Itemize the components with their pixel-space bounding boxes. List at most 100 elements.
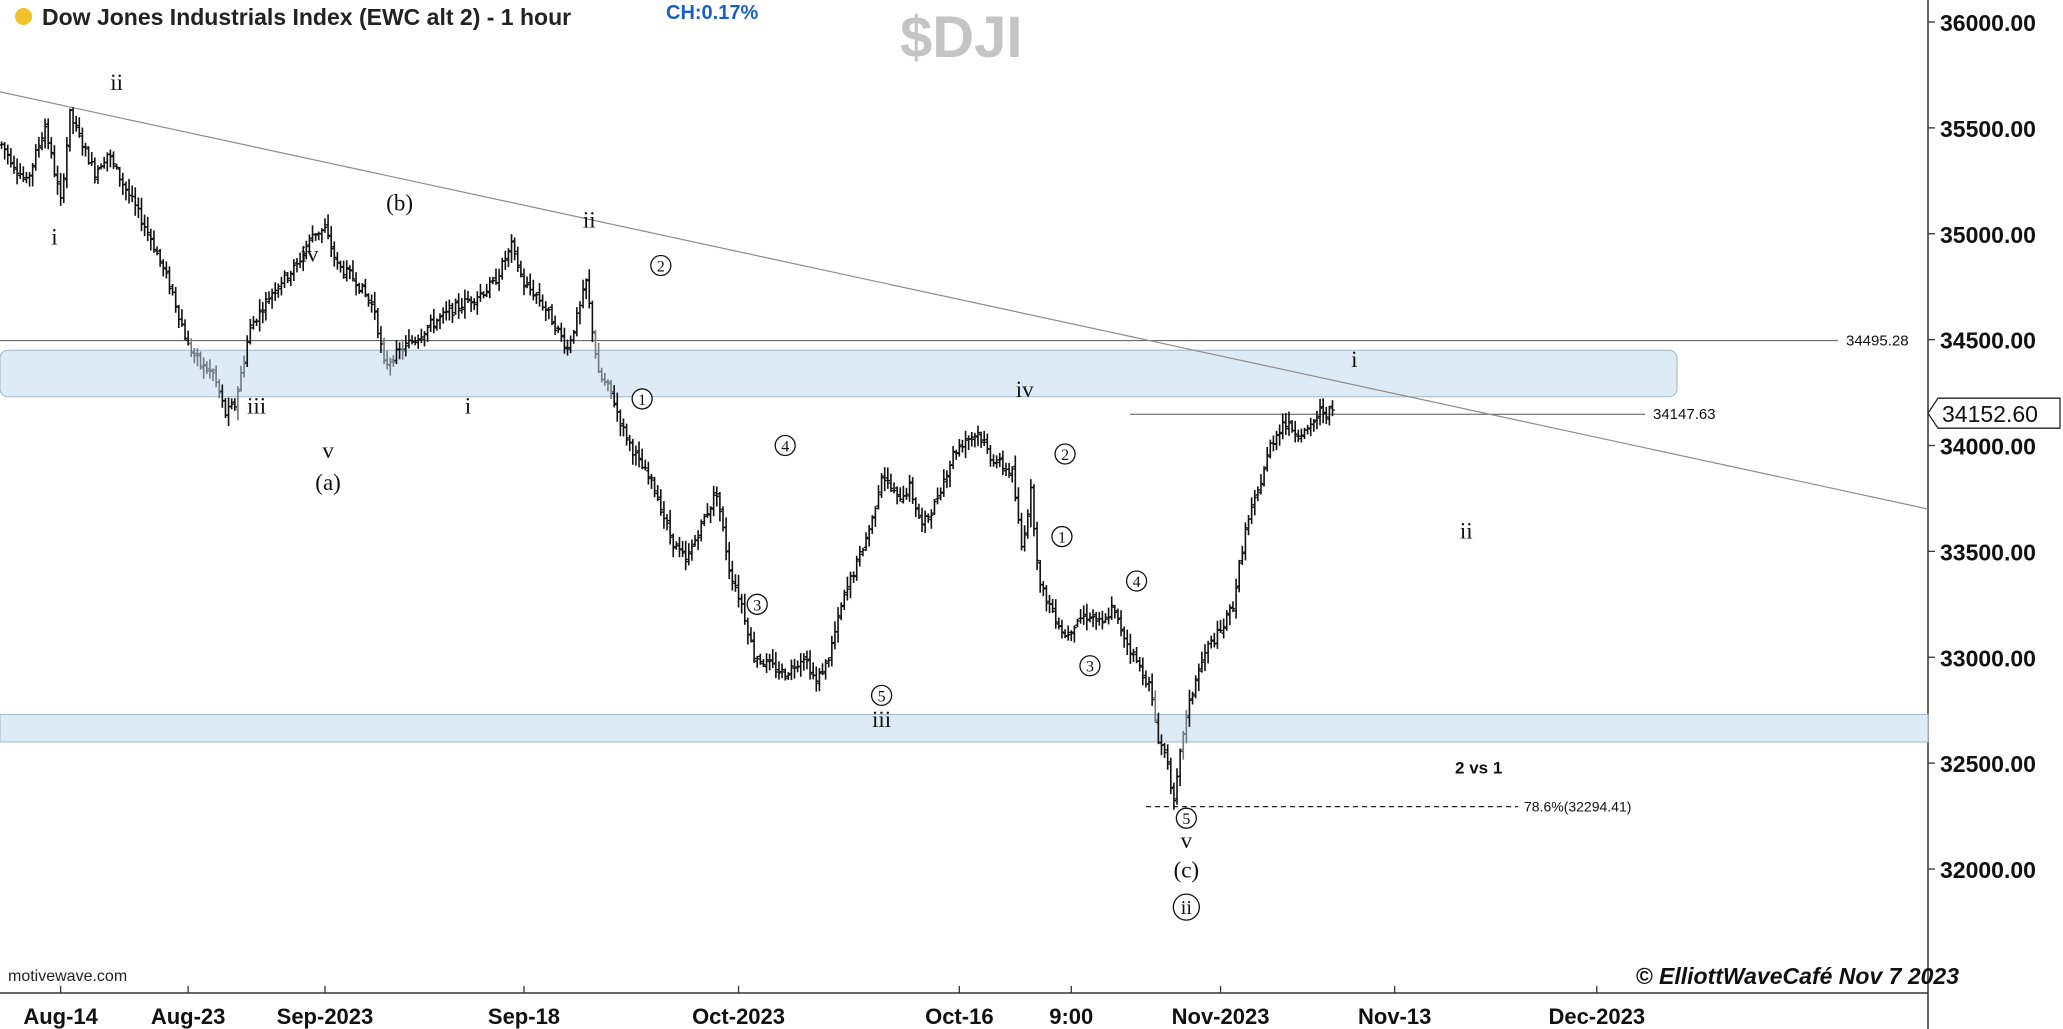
- ohlc-bar: [689, 539, 695, 561]
- wave-label: 1: [638, 392, 646, 409]
- ohlc-bar: [531, 279, 536, 301]
- ohlc-bar: [472, 298, 477, 311]
- ohlc-bar: [546, 307, 552, 320]
- x-axis-tick-label: Sep-18: [488, 1004, 560, 1029]
- ohlc-bar: [400, 339, 405, 360]
- ohlc-bar: [801, 653, 807, 671]
- ohlc-bar: [842, 589, 847, 611]
- wave-label-circle: [1054, 443, 1076, 465]
- ohlc-bar: [189, 338, 194, 357]
- ohlc-bar: [468, 296, 474, 313]
- ohlc-bar: [1174, 768, 1180, 805]
- support-resistance-zone: [0, 349, 1678, 398]
- ohlc-bar: [14, 158, 20, 185]
- ohlc-bar: [1240, 545, 1245, 566]
- ohlc-bar: [1187, 689, 1192, 727]
- ohlc-bar: [170, 283, 175, 296]
- ohlc-bar: [916, 503, 922, 519]
- x-axis-tick-label: Sep-2023: [277, 1004, 374, 1029]
- wave-label: 5: [1182, 811, 1190, 828]
- ohlc-bar: [282, 270, 287, 289]
- ohlc-bar: [667, 509, 673, 545]
- ohlc-bar: [1218, 619, 1223, 633]
- support-resistance-zone: [0, 713, 1929, 743]
- ohlc-bar: [677, 536, 682, 558]
- ohlc-bar: [733, 574, 738, 592]
- ohlc-bar: [745, 617, 751, 645]
- wave-label: (c): [1174, 857, 1200, 882]
- wave-label: 2: [657, 259, 665, 276]
- ohlc-bar: [559, 322, 564, 342]
- price-level-label: 34147.63: [1653, 406, 1716, 423]
- y-axis-tick-label: 34500.00: [1940, 328, 2036, 354]
- ohlc-bar: [742, 593, 747, 625]
- ohlc-bar: [630, 438, 636, 465]
- ohlc-bar: [217, 379, 222, 399]
- ohlc-bar: [1069, 630, 1074, 642]
- status-dot-icon: [15, 8, 32, 25]
- ohlc-bar: [416, 334, 421, 349]
- ohlc-bar: [1286, 411, 1292, 436]
- ohlc-bar: [1317, 398, 1323, 426]
- ohlc-bar: [182, 319, 188, 341]
- ohlc-bar: [33, 144, 38, 171]
- ohlc-bar: [1202, 644, 1208, 672]
- ohlc-bar: [1050, 598, 1055, 614]
- ohlc-bar: [860, 547, 866, 557]
- ohlc-bar: [894, 486, 900, 505]
- ohlc-bar: [1037, 560, 1043, 593]
- ohlc-bar: [1019, 512, 1024, 551]
- ohlc-bar: [21, 166, 26, 183]
- ohlc-bar: [73, 115, 79, 132]
- wave-label-circle: [631, 388, 653, 410]
- ohlc-bar: [226, 397, 231, 427]
- ohlc-bar: [767, 653, 772, 671]
- ohlc-bar: [157, 248, 163, 267]
- wave-label-circle: [1079, 655, 1101, 677]
- ohlc-bar: [714, 486, 719, 507]
- ohlc-bar: [1209, 635, 1214, 649]
- ohlc-bar: [114, 163, 119, 170]
- ohlc-bar: [664, 514, 670, 531]
- ohlc-bar: [1168, 757, 1173, 795]
- ohlc-bar: [2, 142, 7, 160]
- ohlc-bar: [838, 602, 844, 621]
- ohlc-bar: [649, 473, 654, 489]
- ohlc-bar: [583, 278, 589, 300]
- ohlc-bar: [1233, 578, 1239, 619]
- x-axis-tick-label: Dec-2023: [1548, 1004, 1645, 1029]
- ohlc-bar: [232, 398, 237, 411]
- ohlc-bar: [360, 283, 365, 294]
- ohlc-bar: [565, 339, 570, 356]
- ohlc-bar: [683, 540, 688, 571]
- wave-label: (a): [315, 470, 341, 495]
- y-axis-tick-label: 33000.00: [1940, 645, 2036, 671]
- ohlc-bar: [422, 331, 427, 347]
- ohlc-bar: [1292, 420, 1298, 443]
- ohlc-bar: [207, 359, 213, 379]
- ohlc-bar: [817, 668, 822, 692]
- wave-label: i: [51, 224, 57, 249]
- ohlc-bar: [972, 432, 978, 448]
- ohlc-bar: [335, 252, 340, 270]
- ohlc-bar: [39, 132, 45, 151]
- ohlc-bar: [524, 276, 530, 289]
- ohlc-bar: [1090, 609, 1096, 628]
- ohlc-bar: [269, 288, 275, 309]
- ohlc-bar: [161, 259, 166, 277]
- ohlc-bar: [49, 137, 54, 159]
- wave-label: ii: [583, 207, 596, 232]
- ohlc-bar: [313, 233, 318, 241]
- ohlc-bar: [963, 430, 968, 459]
- y-axis-tick-label: 35500.00: [1940, 116, 2036, 142]
- ohlc-bar: [394, 340, 399, 365]
- ohlc-bar: [835, 607, 841, 643]
- ohlc-bar: [1016, 487, 1021, 524]
- ohlc-bar: [117, 166, 122, 187]
- ohlc-bar: [1156, 712, 1161, 745]
- ohlc-bar: [1041, 581, 1046, 597]
- ohlc-bar: [1264, 446, 1270, 472]
- wave-label-circle: [1175, 807, 1197, 829]
- ohlc-bar: [671, 533, 676, 558]
